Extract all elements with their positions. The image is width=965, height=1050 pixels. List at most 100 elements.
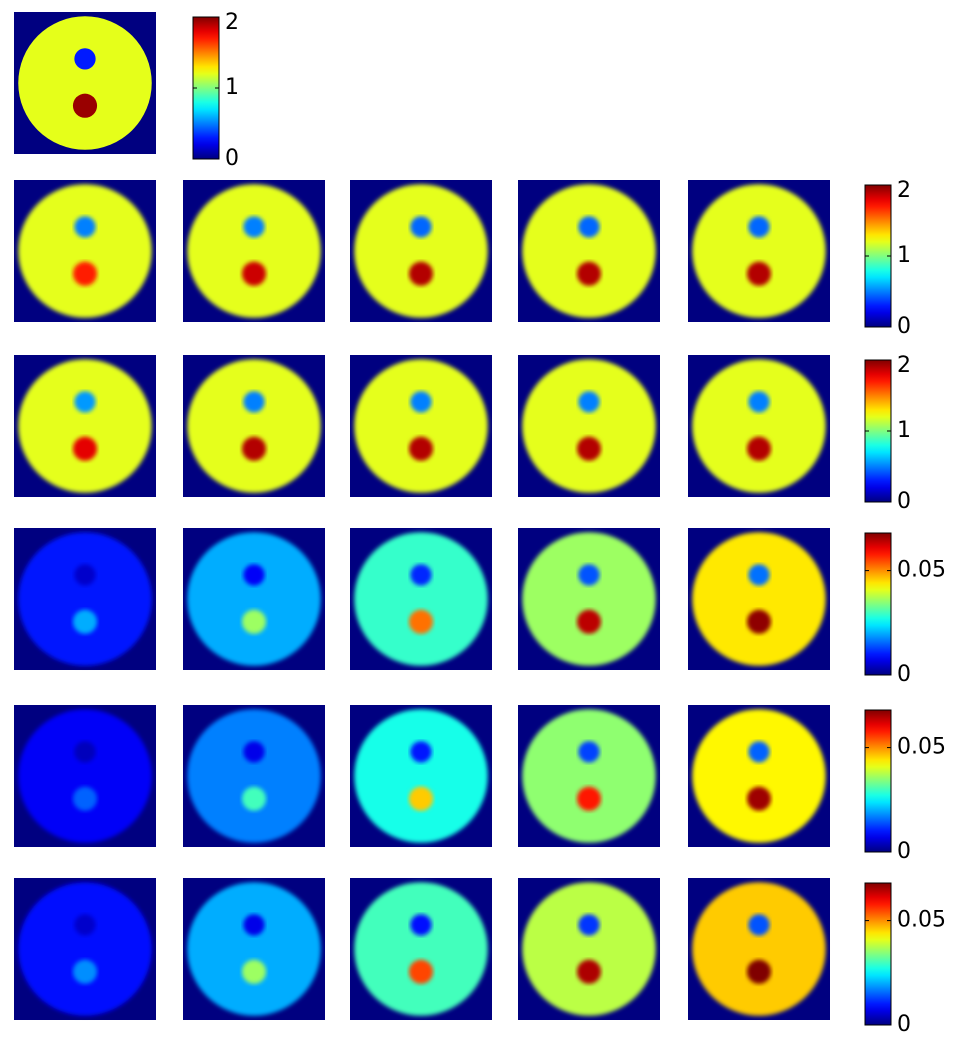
cold-spot [410, 216, 432, 238]
hot-spot [576, 436, 602, 461]
hot-spot [746, 959, 772, 984]
image-panel [688, 878, 830, 1020]
phantom-disc [18, 532, 152, 666]
colorbar-gradient [864, 532, 892, 676]
image-panel [350, 180, 492, 322]
colorbar-tick-label: 0 [897, 314, 911, 339]
phantom-disc [18, 709, 152, 843]
image-panel [518, 705, 660, 847]
colorbar-tick-label: 1 [897, 418, 911, 443]
cold-spot [410, 741, 432, 763]
image-panel [14, 12, 156, 154]
colorbar-tick-label: 0.05 [897, 558, 946, 583]
hot-spot [241, 261, 267, 286]
hot-spot [241, 959, 267, 984]
hot-spot [241, 436, 267, 461]
cold-spot [578, 914, 600, 936]
cold-spot [243, 914, 265, 936]
hot-spot [72, 436, 98, 461]
cold-spot [748, 391, 770, 413]
image-panel [14, 705, 156, 847]
colorbar: 00.05 [864, 532, 946, 687]
image-panel [350, 705, 492, 847]
image-panel [183, 528, 325, 670]
hot-spot [746, 609, 772, 634]
cold-spot [243, 216, 265, 238]
hot-spot [576, 261, 602, 286]
cold-spot [74, 741, 96, 763]
image-panel [518, 878, 660, 1020]
phantom-disc [187, 532, 321, 666]
phantom-disc [18, 184, 152, 318]
hot-spot [72, 93, 98, 118]
cold-spot [243, 564, 265, 586]
image-panel [350, 528, 492, 670]
colorbar: 0 1 2 [864, 353, 911, 514]
colorbar: 00.05 [864, 709, 946, 864]
phantom-disc [522, 882, 656, 1016]
phantom-disc [187, 709, 321, 843]
colorbar-tick-label: 1 [897, 243, 911, 268]
hot-spot [408, 959, 434, 984]
cold-spot [748, 914, 770, 936]
image-panel [518, 180, 660, 322]
phantom-disc [354, 532, 488, 666]
cold-spot [410, 391, 432, 413]
hot-spot [408, 261, 434, 286]
colorbar: 00.05 [864, 882, 946, 1037]
phantom-disc [187, 359, 321, 493]
phantom-disc [354, 184, 488, 318]
colorbar-gradient [864, 184, 892, 328]
hot-spot [72, 261, 98, 286]
colorbar-tick-label: 0 [225, 146, 239, 171]
phantom-disc [187, 184, 321, 318]
hot-spot [408, 436, 434, 461]
phantom-disc [692, 709, 826, 843]
image-panel [688, 355, 830, 497]
colorbar: 0 1 2 [192, 10, 239, 171]
image-panel [688, 705, 830, 847]
hot-spot [72, 609, 98, 634]
hot-spot [576, 786, 602, 811]
colorbar-tick-label: 0 [897, 1012, 911, 1037]
image-panel [183, 180, 325, 322]
hot-spot [408, 786, 434, 811]
image-panel [688, 180, 830, 322]
cold-spot [74, 564, 96, 586]
hot-spot [746, 436, 772, 461]
colorbar-gradient [864, 882, 892, 1026]
hot-spot [241, 609, 267, 634]
image-panel [688, 528, 830, 670]
colorbar-tick-label: 1 [225, 75, 239, 100]
colorbar-gradient [864, 709, 892, 853]
image-panel [183, 355, 325, 497]
image-panel [183, 705, 325, 847]
hot-spot [746, 786, 772, 811]
hot-spot [576, 609, 602, 634]
image-panel [518, 355, 660, 497]
hot-spot [746, 261, 772, 286]
cold-spot [578, 216, 600, 238]
colorbar-tick-label: 0 [897, 662, 911, 687]
hot-spot [576, 959, 602, 984]
cold-spot [748, 216, 770, 238]
colorbar-tick-label: 0.05 [897, 735, 946, 760]
colorbar-gradient [864, 359, 892, 503]
cold-spot [74, 391, 96, 413]
phantom-disc [692, 882, 826, 1016]
cold-spot [74, 914, 96, 936]
cold-spot [578, 564, 600, 586]
image-panel [183, 878, 325, 1020]
colorbar-tick-label: 0 [897, 839, 911, 864]
hot-spot [241, 786, 267, 811]
image-panel [350, 355, 492, 497]
cold-spot [243, 391, 265, 413]
cold-spot [243, 741, 265, 763]
phantom-disc [18, 359, 152, 493]
cold-spot [748, 741, 770, 763]
colorbar-tick-label: 0.05 [897, 908, 946, 933]
hot-spot [72, 786, 98, 811]
image-panel [14, 878, 156, 1020]
phantom-disc [522, 359, 656, 493]
